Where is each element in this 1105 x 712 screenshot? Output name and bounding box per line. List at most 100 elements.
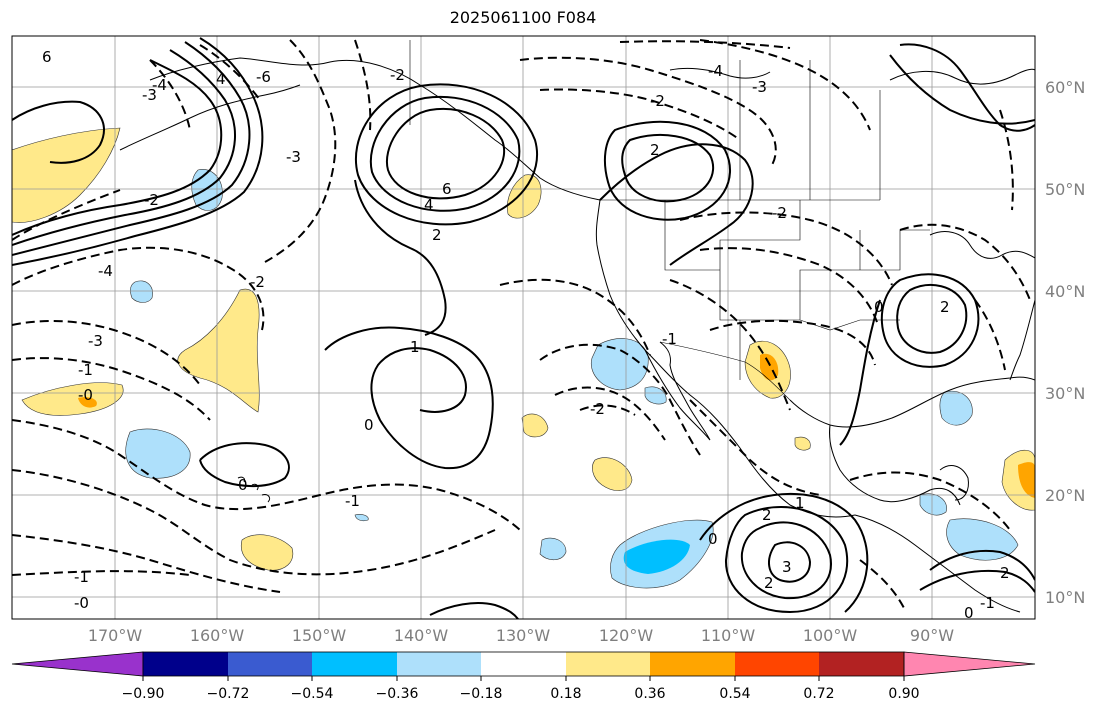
contour-label: 4: [216, 70, 226, 88]
colorbar-tick-label: −0.18: [460, 686, 503, 702]
pos-contour-se-3: [839, 299, 881, 446]
contour-label: -3: [752, 78, 767, 96]
neg-contour-12: [699, 39, 871, 131]
neg-contour-29: [149, 59, 191, 131]
neg-contour-26: [974, 299, 1006, 371]
map-background: [12, 36, 1035, 619]
contour-label: 6: [442, 180, 452, 198]
contour-label: -2: [590, 400, 605, 418]
contour-label: -2: [250, 273, 265, 291]
shade-w-orange: [78, 397, 97, 408]
contour-label: 4: [424, 196, 434, 214]
contour-label: 3: [782, 558, 792, 576]
pos-contour-west-4: [12, 37, 264, 266]
ridge-outer: [354, 179, 447, 336]
contour-label: 2: [650, 141, 660, 159]
zero-contour-main: [324, 326, 494, 470]
lat-tick-label: 30°N: [1045, 384, 1085, 403]
yucatan: [939, 465, 969, 501]
contour-label: 2: [762, 506, 772, 524]
neg-contour-21: [709, 319, 876, 366]
state-lines: [664, 200, 930, 380]
neg-contour-13: [619, 40, 791, 49]
longitude-ticks: 170°W 160°W 150°W 140°W 130°W 120°W 110°…: [88, 626, 954, 645]
shade-blue-3: [125, 428, 191, 479]
lon-tick-label: 150°W: [292, 626, 347, 645]
hudson-area: [889, 68, 1035, 85]
colorbar-swatch: [650, 652, 735, 676]
contour-label: -6: [256, 68, 271, 86]
shade-blue-11: [354, 514, 369, 522]
lat-tick-label: 40°N: [1045, 282, 1085, 301]
lon-tick-label: 90°W: [910, 626, 954, 645]
shade-blue-8: [939, 390, 973, 426]
lat-tick-label: 50°N: [1045, 180, 1085, 199]
colorbar-swatch: [481, 652, 566, 676]
pos-contour-us-3: [599, 143, 754, 266]
neg-contour-27: [999, 109, 1014, 211]
contours-positive: [12, 37, 1035, 619]
contour-label: 0: [708, 530, 718, 548]
contour-label: 2: [764, 574, 774, 592]
colorbar-tick-label: 0.18: [550, 686, 581, 702]
contour-label: 1: [410, 338, 420, 356]
lon-tick-label: 130°W: [496, 626, 551, 645]
neg-contour-10: [519, 56, 777, 166]
neg-contour-28: [12, 189, 121, 241]
contour-label: -1: [345, 492, 360, 510]
shading-deep-blue: [623, 539, 690, 574]
shade-gulf-orange: [1018, 462, 1035, 498]
lon-tick-label: 110°W: [701, 626, 756, 645]
lon-tick-label: 120°W: [599, 626, 654, 645]
neg-contour-11: [539, 88, 741, 141]
contour-label: -0: [74, 594, 89, 612]
neg-contour-8: [264, 39, 337, 263]
neg-contour-25: [899, 223, 1031, 301]
contour-label: 2: [432, 226, 442, 244]
contour-label: -3: [286, 148, 301, 166]
low-ring-4: [699, 492, 869, 613]
contour-label: -2: [390, 66, 405, 84]
colorbar-tick-label: 0.54: [719, 686, 750, 702]
neg-contour-5: [12, 469, 496, 576]
neg-contour-3: [12, 357, 211, 421]
neg-contour-16: [554, 386, 666, 441]
colorbar-extend-low: [11, 651, 144, 677]
neg-contour-20: [699, 247, 879, 326]
canada-provinces: [739, 60, 881, 200]
contour-label: -4: [152, 76, 167, 94]
contour-label: -4: [708, 62, 723, 80]
colorbar-extend-high: [903, 651, 1036, 677]
pos-contour-ne-2: [889, 54, 1035, 125]
pos-contour-ca-2: [919, 569, 1035, 593]
colorbar-frame: [142, 651, 905, 677]
shade-blue-2: [130, 280, 153, 303]
lon-tick-label: 100°W: [803, 626, 858, 645]
political-borders: [409, 40, 930, 401]
contour-label: -1: [74, 568, 89, 586]
colorbar-swatch: [397, 652, 481, 676]
colorbar-tick-label: 0.90: [888, 686, 919, 702]
coastlines: [119, 57, 1035, 613]
pos-contour-sw: [199, 442, 290, 488]
pos-contour-bottom: [429, 602, 519, 619]
shade-blue-9: [919, 493, 947, 516]
colorbar-tick-label: −0.36: [376, 686, 419, 702]
low-ring-3: [724, 506, 849, 614]
colorbar-tick-label: −0.54: [291, 686, 334, 702]
contour-label: 0: [238, 476, 248, 494]
contour-label: -1: [78, 361, 93, 379]
contour-label: -1: [662, 330, 677, 348]
island-arc: [669, 67, 771, 79]
neg-contour-6: [12, 534, 281, 593]
lon-tick-label: 160°W: [190, 626, 245, 645]
contour-label: 0: [964, 604, 974, 622]
pos-contour-se-2: [880, 273, 980, 368]
shade-blue-4: [590, 338, 649, 391]
baja-coast: [644, 341, 711, 441]
contour-label: 0: [874, 298, 884, 316]
ridge-ring-3: [354, 83, 538, 226]
mexico-gulf: [829, 424, 961, 506]
colorbar-swatch: [735, 652, 819, 676]
map-frame: [11, 35, 1036, 620]
